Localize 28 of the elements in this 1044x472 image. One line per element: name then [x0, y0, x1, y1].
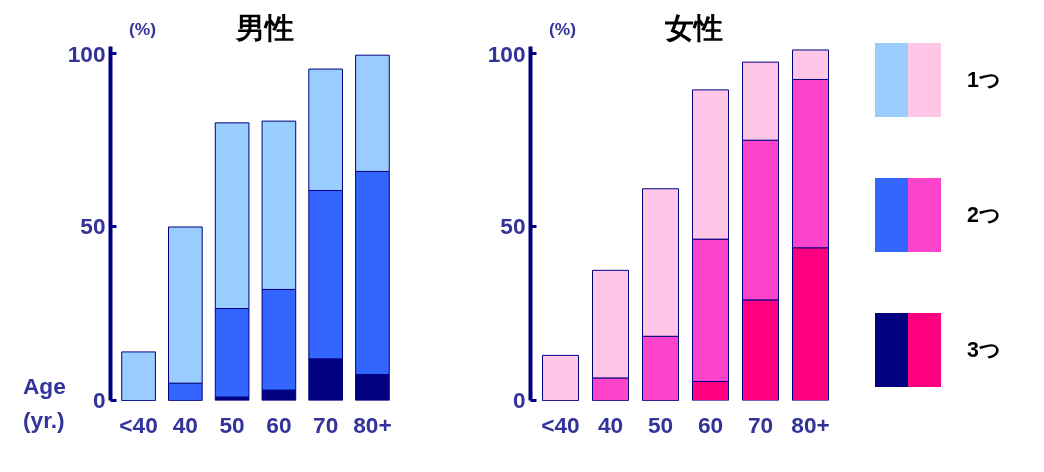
x-tick-label: 40	[597, 411, 624, 438]
x-tick-label: 50	[219, 411, 245, 438]
x-tick-label: 70	[747, 411, 774, 438]
x-tick-label: <40	[119, 411, 158, 438]
x-tick-label: 80+	[353, 411, 392, 438]
x-tick-label: 60	[266, 411, 292, 438]
x-tick-label: 80+	[791, 411, 830, 438]
x-tick-label: 60	[697, 411, 724, 438]
chart-title: 男性	[236, 10, 294, 46]
x-axis-title: Age (yr.)	[23, 372, 66, 435]
text: 2つ	[967, 201, 1001, 229]
y-tick-label: 50	[500, 213, 526, 240]
x-tick-label: 70	[313, 411, 339, 438]
chart-title: 女性	[665, 10, 723, 46]
y-tick-label: 100	[487, 40, 526, 67]
bar	[121, 351, 156, 401]
y-tick-label: 100	[67, 40, 106, 67]
y-tick-label: 0	[92, 387, 106, 413]
y-axis-title: (%)	[549, 18, 576, 41]
bar	[542, 354, 579, 401]
y-axis-title: (%)	[129, 18, 156, 41]
x-tick-label: <40	[541, 411, 580, 438]
y-tick-label: 50	[80, 213, 106, 240]
text: 1つ	[967, 66, 1001, 94]
y-tick-label: 0	[512, 387, 526, 413]
text: 3つ	[967, 336, 1001, 364]
x-tick-label: 50	[647, 411, 674, 438]
x-tick-label: 40	[172, 411, 198, 438]
